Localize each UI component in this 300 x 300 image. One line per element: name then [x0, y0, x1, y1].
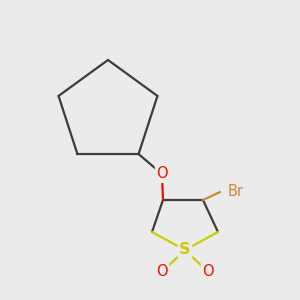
Text: O: O: [156, 265, 168, 280]
Text: S: S: [179, 242, 191, 257]
Text: Br: Br: [228, 184, 244, 200]
Text: O: O: [202, 265, 214, 280]
Text: O: O: [156, 167, 168, 182]
